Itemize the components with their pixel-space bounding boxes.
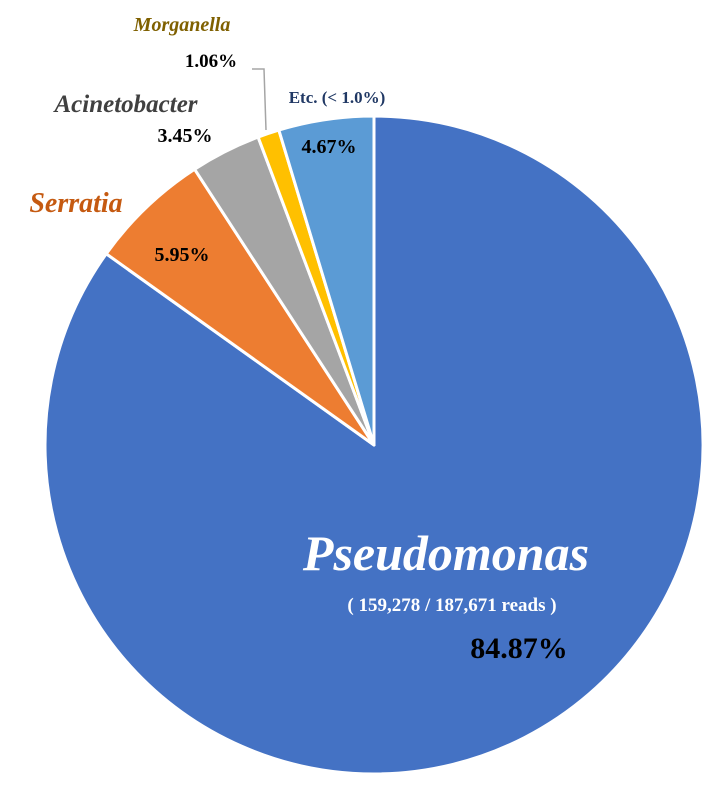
- slice-label-pseudomonas: Pseudomonas: [302, 525, 589, 581]
- leader-line-morganella: [252, 68, 267, 131]
- slice-value-etc: 4.67%: [302, 136, 357, 158]
- slice-label-morganella: Morganella: [133, 14, 231, 36]
- pie-slices: [43, 114, 705, 776]
- slice-value-morganella: 1.06%: [185, 51, 237, 72]
- slice-label-acinetobacter: Acinetobacter: [52, 91, 197, 118]
- slice-detail-pseudomonas: ( 159,278 / 187,671 reads ): [347, 595, 556, 616]
- pie-slice-etc: [277, 114, 376, 447]
- slice-label-etc: Etc. (< 1.0%): [289, 88, 386, 107]
- slice-value-acinetobacter: 3.45%: [158, 125, 213, 147]
- pie-slice-serratia: [104, 167, 376, 447]
- slice-value-pseudomonas: 84.87%: [470, 632, 568, 665]
- slice-value-serratia: 5.95%: [155, 244, 210, 266]
- leader-lines: [252, 68, 267, 131]
- slice-label-serratia: Serratia: [29, 188, 122, 219]
